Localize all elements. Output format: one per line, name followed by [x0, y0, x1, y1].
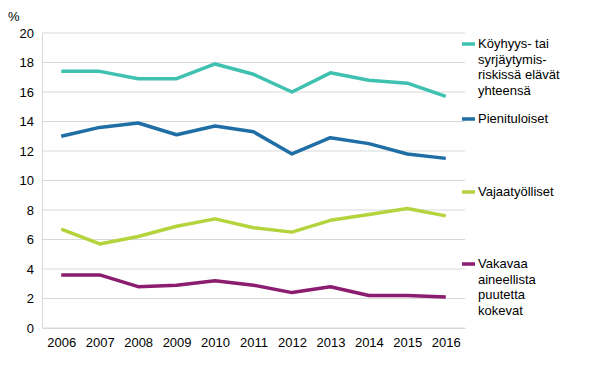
x-tick-label: 2006 [47, 335, 76, 350]
x-tick: 2011 [240, 328, 268, 350]
x-tick-label: 2010 [201, 335, 230, 350]
x-tick: 2006 [47, 328, 76, 350]
y-tick-label: 16 [20, 85, 34, 100]
y-tick-label: 14 [20, 114, 34, 129]
y-tick: 14 [20, 114, 42, 129]
x-tick-label: 2013 [316, 335, 345, 350]
chart: 0 2 4 6 8 10 12 14 16 18 20 2006 2007 2008 2009 2010 201… [0, 0, 613, 365]
legend-swatch [462, 42, 475, 46]
grid-line [42, 62, 465, 63]
y-tick-label: 2 [27, 291, 34, 306]
y-tick: 16 [20, 85, 42, 100]
legend-swatch [462, 117, 475, 121]
grid-line [42, 180, 465, 181]
legend-swatch [462, 190, 475, 194]
series-line [61, 275, 446, 297]
y-tick: 12 [20, 144, 42, 159]
series-line [61, 123, 446, 158]
y-tick: 18 [20, 55, 42, 70]
grid-line [42, 328, 465, 329]
x-tick: 2009 [163, 328, 192, 350]
y-tick-label: 8 [27, 203, 34, 218]
grid-line [42, 269, 465, 270]
grid-line [42, 33, 465, 34]
x-tick: 2016 [432, 328, 461, 350]
x-tick: 2013 [316, 328, 345, 350]
x-tick-label: 2011 [240, 335, 268, 350]
y-tick-label: 4 [27, 262, 34, 277]
x-tick: 2010 [201, 328, 230, 350]
y-tick-label: 12 [20, 144, 34, 159]
x-axis-line [43, 328, 466, 329]
grid-line [42, 239, 465, 240]
y-tick: 4 [27, 262, 42, 277]
x-tick: 2012 [278, 328, 307, 350]
y-tick: 20 [20, 26, 42, 41]
x-tick: 2014 [355, 328, 384, 350]
x-axis: 2006 2007 2008 2009 2010 2011 2012 2013 2014 2015… [43, 328, 466, 350]
legend-label: Vajaatyölliset [478, 184, 554, 199]
legend-label: Vakavaaaineellistapuutettakokevat [478, 256, 537, 318]
y-tick: 8 [27, 203, 42, 218]
grid-line [42, 298, 465, 299]
x-tick-label: 2008 [124, 335, 153, 350]
series-line [61, 64, 446, 96]
grid-line [42, 92, 465, 93]
y-tick-label: 18 [20, 55, 34, 70]
x-tick-label: 2007 [86, 335, 115, 350]
x-tick-label: 2015 [393, 335, 422, 350]
x-tick: 2008 [124, 328, 153, 350]
x-tick: 2015 [393, 328, 422, 350]
y-axis-title: % [8, 9, 20, 24]
y-axis: 0 2 4 6 8 10 12 14 16 18 20 [20, 26, 43, 336]
series-line [61, 209, 446, 244]
y-tick-label: 6 [27, 232, 34, 247]
y-axis-line [42, 34, 43, 329]
x-tick-label: 2014 [355, 335, 384, 350]
y-tick-label: 0 [27, 321, 34, 336]
legend-swatch [462, 262, 475, 266]
y-tick: 2 [27, 291, 42, 306]
y-tick: 10 [20, 173, 42, 188]
grid-line [42, 121, 465, 122]
y-tick: 6 [27, 232, 42, 247]
y-tick: 0 [27, 321, 42, 336]
y-tick-label: 20 [20, 26, 34, 41]
grid [42, 33, 465, 328]
x-tick: 2007 [86, 328, 115, 350]
legend-label: Pienituloiset [478, 111, 548, 126]
legend: Köyhyys- taisyrjäytymis-riskissä eläväty… [462, 36, 560, 318]
y-tick-label: 10 [20, 173, 34, 188]
x-tick-label: 2016 [432, 335, 461, 350]
legend-label: Köyhyys- taisyrjäytymis-riskissä eläväty… [478, 36, 560, 98]
plot-area [61, 64, 446, 297]
x-tick-label: 2009 [163, 335, 192, 350]
x-tick-label: 2012 [278, 335, 307, 350]
